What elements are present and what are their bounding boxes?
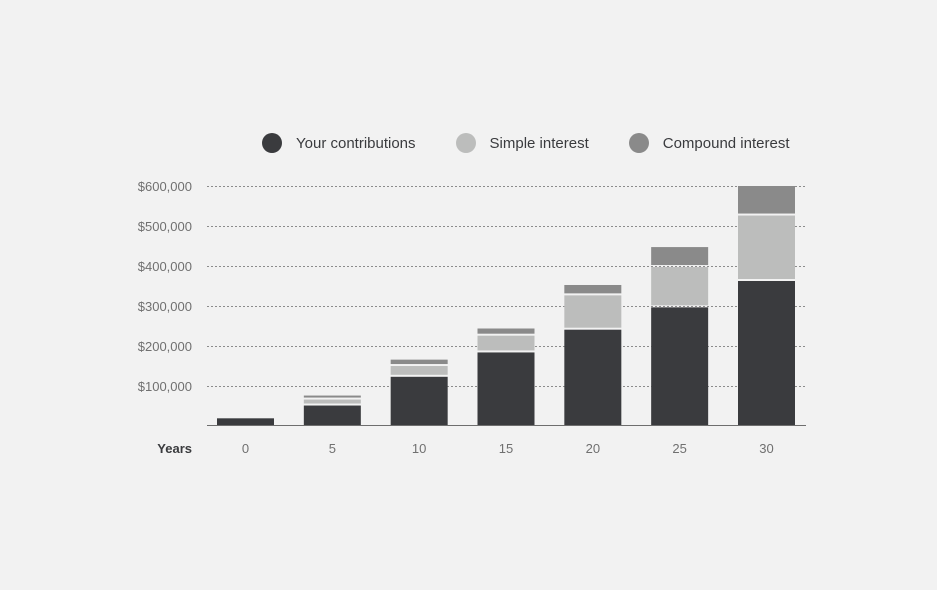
bar-simple-interest-year-5 bbox=[303, 399, 361, 404]
bar-compound-interest-year-15 bbox=[477, 328, 535, 334]
bar-compound-interest-year-25 bbox=[651, 247, 709, 266]
bar-simple-interest-year-30 bbox=[738, 215, 795, 279]
legend-item-compound-interest: Compound interest bbox=[628, 133, 790, 153]
y-tick-label: $500,000 bbox=[138, 219, 192, 234]
bar-simple-interest-year-10 bbox=[390, 366, 448, 375]
x-tick-label: 0 bbox=[242, 441, 249, 456]
y-axis-tick-labels: $100,000 $200,000 $300,000 $400,000 $500,000… bbox=[138, 179, 192, 394]
legend-label: Simple interest bbox=[489, 134, 589, 152]
legend-swatch-simple-interest bbox=[455, 133, 476, 153]
bar-your-contributions-year-15 bbox=[477, 352, 535, 426]
bar-simple-interest-year-15 bbox=[477, 335, 535, 351]
y-tick-label: $200,000 bbox=[138, 339, 192, 354]
bar-your-contributions-year-20 bbox=[564, 329, 622, 426]
legend-item-your-contributions: Your contributions bbox=[262, 133, 416, 153]
legend: Your contributions Simple interest Compo… bbox=[262, 133, 790, 153]
x-axis-tick-labels: 0 5 10 15 20 25 30 bbox=[242, 441, 774, 456]
bar-your-contributions-year-25 bbox=[651, 307, 709, 426]
bar-compound-interest-year-10 bbox=[390, 359, 448, 365]
bar-simple-interest-year-20 bbox=[564, 295, 622, 328]
y-tick-label: $300,000 bbox=[138, 299, 192, 314]
x-tick-label: 20 bbox=[586, 441, 600, 456]
legend-label: Your contributions bbox=[296, 134, 416, 152]
x-tick-label: 15 bbox=[499, 441, 513, 456]
bar-compound-interest-year-5 bbox=[303, 395, 361, 398]
y-tick-label: $100,000 bbox=[138, 379, 192, 394]
legend-item-simple-interest: Simple interest bbox=[455, 133, 589, 153]
bars bbox=[217, 186, 795, 426]
x-tick-label: 5 bbox=[329, 441, 336, 456]
bar-simple-interest-year-25 bbox=[651, 267, 709, 306]
x-tick-label: 25 bbox=[672, 441, 686, 456]
y-tick-label: $400,000 bbox=[138, 259, 192, 274]
bar-your-contributions-year-0 bbox=[217, 418, 274, 426]
x-tick-label: 30 bbox=[759, 441, 773, 456]
x-axis-title: Years bbox=[157, 441, 192, 456]
legend-label: Compound interest bbox=[662, 134, 790, 152]
bar-your-contributions-year-10 bbox=[390, 376, 448, 426]
legend-swatch-compound-interest bbox=[628, 133, 649, 153]
x-tick-label: 10 bbox=[412, 441, 426, 456]
bar-your-contributions-year-5 bbox=[303, 405, 361, 426]
y-tick-label: $600,000 bbox=[138, 179, 192, 194]
legend-swatch-your-contributions bbox=[262, 133, 282, 153]
bar-your-contributions-year-30 bbox=[738, 281, 795, 426]
bar-compound-interest-year-20 bbox=[564, 284, 622, 294]
bar-compound-interest-year-30 bbox=[738, 186, 795, 214]
